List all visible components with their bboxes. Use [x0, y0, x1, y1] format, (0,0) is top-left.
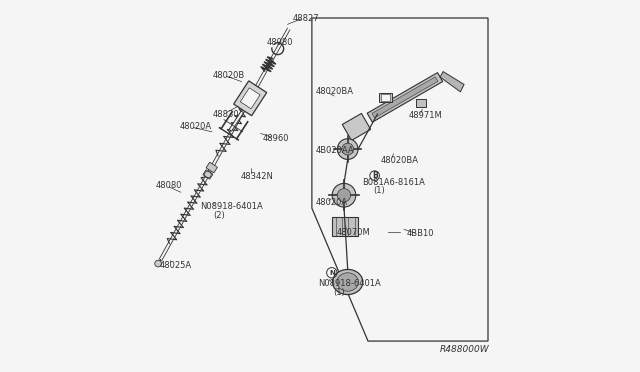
Text: 48971M: 48971M: [408, 111, 442, 121]
Circle shape: [337, 189, 351, 202]
Polygon shape: [416, 99, 426, 107]
Polygon shape: [367, 73, 443, 122]
Polygon shape: [342, 113, 371, 141]
Text: 48020B: 48020B: [213, 71, 245, 80]
Circle shape: [155, 260, 161, 267]
Text: N: N: [329, 270, 335, 276]
Text: 48980: 48980: [266, 38, 293, 46]
Polygon shape: [229, 111, 244, 131]
Polygon shape: [206, 162, 218, 173]
Polygon shape: [203, 170, 213, 179]
Text: 48020BA: 48020BA: [381, 155, 419, 165]
Circle shape: [332, 183, 356, 207]
Text: 48070M: 48070M: [337, 228, 371, 237]
Text: 4B020AA: 4B020AA: [316, 147, 354, 155]
Polygon shape: [332, 217, 358, 236]
Polygon shape: [240, 88, 260, 109]
Polygon shape: [372, 77, 438, 118]
Polygon shape: [380, 93, 392, 102]
Text: (1): (1): [374, 186, 385, 195]
Text: 48020A: 48020A: [316, 198, 348, 207]
Text: (2): (2): [213, 211, 225, 220]
Text: 4BB10: 4BB10: [407, 230, 435, 238]
Ellipse shape: [333, 269, 363, 295]
Text: B081A6-8161A: B081A6-8161A: [362, 178, 426, 187]
Circle shape: [342, 143, 353, 155]
Text: (1): (1): [333, 288, 345, 297]
Text: 48342N: 48342N: [241, 172, 273, 181]
Text: 48960: 48960: [263, 134, 289, 142]
Text: 48830: 48830: [213, 109, 239, 119]
Circle shape: [337, 139, 358, 160]
Text: 48827: 48827: [292, 13, 319, 22]
Text: N08918-6401A: N08918-6401A: [200, 202, 263, 211]
Polygon shape: [234, 81, 267, 116]
Polygon shape: [381, 94, 390, 101]
Text: R488000W: R488000W: [440, 345, 490, 354]
Text: 48020A: 48020A: [180, 122, 212, 131]
Polygon shape: [440, 71, 464, 92]
Ellipse shape: [337, 273, 358, 291]
Text: N08918-6401A: N08918-6401A: [318, 279, 381, 288]
Text: B: B: [372, 171, 378, 180]
Text: 48080: 48080: [156, 182, 182, 190]
Text: 48020BA: 48020BA: [316, 87, 353, 96]
Text: 48025A: 48025A: [159, 261, 191, 270]
